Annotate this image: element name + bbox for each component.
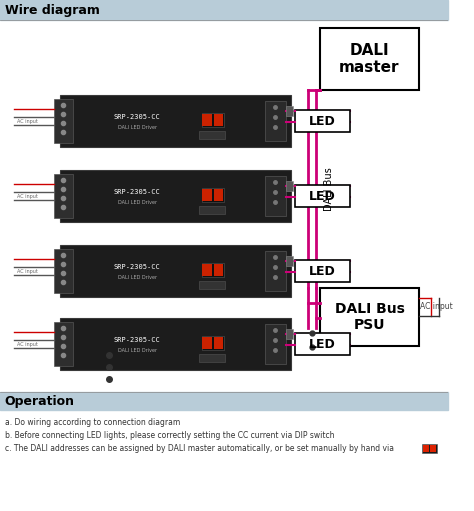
Bar <box>265 101 286 141</box>
Bar <box>60 170 292 222</box>
Text: SRP-2305-CC: SRP-2305-CC <box>114 189 161 195</box>
Bar <box>201 113 224 127</box>
Text: AC input: AC input <box>17 119 38 124</box>
Text: a. Do wiring according to connection diagram: a. Do wiring according to connection dia… <box>5 417 180 427</box>
Bar <box>0 0 448 20</box>
Text: Wire diagram: Wire diagram <box>5 4 100 16</box>
Bar <box>199 354 225 362</box>
Bar <box>199 131 225 139</box>
Text: b. Before connecting LED lights, please correctly setting the CC current via DIP: b. Before connecting LED lights, please … <box>5 430 334 439</box>
Bar <box>201 263 224 277</box>
Bar <box>54 322 73 366</box>
Bar <box>54 99 73 143</box>
Bar <box>201 336 224 350</box>
Bar <box>202 337 212 349</box>
Bar <box>286 256 293 266</box>
Bar <box>295 185 350 207</box>
Text: AC input: AC input <box>420 301 453 311</box>
Bar <box>214 337 223 349</box>
Text: AC input: AC input <box>17 194 38 198</box>
Bar <box>265 251 286 291</box>
Bar <box>60 318 292 370</box>
Bar <box>320 288 419 346</box>
Text: DALI LED Driver: DALI LED Driver <box>118 199 157 204</box>
Bar <box>214 114 223 126</box>
Text: LED: LED <box>309 337 336 351</box>
Bar <box>202 264 212 276</box>
Bar <box>286 106 293 116</box>
Bar <box>202 114 212 126</box>
Bar <box>214 264 223 276</box>
Text: Operation: Operation <box>5 394 75 407</box>
Text: SRP-2305-CC: SRP-2305-CC <box>114 114 161 120</box>
Bar <box>295 260 350 282</box>
Bar <box>265 324 286 364</box>
Text: DALI LED Driver: DALI LED Driver <box>118 347 157 353</box>
Bar <box>286 329 293 339</box>
Bar <box>54 249 73 293</box>
Text: SRP-2305-CC: SRP-2305-CC <box>114 337 161 343</box>
Bar <box>295 110 350 132</box>
Bar <box>422 444 437 453</box>
Text: LED: LED <box>309 265 336 277</box>
Text: SRP-2305-CC: SRP-2305-CC <box>114 264 161 270</box>
Text: AC input: AC input <box>17 341 38 346</box>
Bar <box>0 392 448 410</box>
Text: DALI Bus: DALI Bus <box>324 167 334 211</box>
Bar <box>265 176 286 216</box>
Bar <box>320 28 419 90</box>
Bar <box>286 181 293 191</box>
Bar <box>295 333 350 355</box>
Bar <box>430 445 436 452</box>
Bar <box>201 188 224 202</box>
Text: DALI
master: DALI master <box>339 43 400 75</box>
Text: DALI LED Driver: DALI LED Driver <box>118 125 157 129</box>
Text: DALI LED Driver: DALI LED Driver <box>118 274 157 280</box>
Bar <box>60 95 292 147</box>
Bar <box>214 189 223 201</box>
Bar <box>60 245 292 297</box>
Text: LED: LED <box>309 114 336 128</box>
Text: LED: LED <box>309 190 336 202</box>
Bar <box>202 189 212 201</box>
Bar <box>199 206 225 214</box>
Text: c. The DALI addresses can be assigned by DALI master automatically, or be set ma: c. The DALI addresses can be assigned by… <box>5 444 394 453</box>
Text: DALI Bus
PSU: DALI Bus PSU <box>335 302 404 332</box>
Bar <box>199 281 225 289</box>
Text: AC input: AC input <box>17 268 38 273</box>
Bar <box>54 174 73 218</box>
Bar <box>423 445 428 452</box>
